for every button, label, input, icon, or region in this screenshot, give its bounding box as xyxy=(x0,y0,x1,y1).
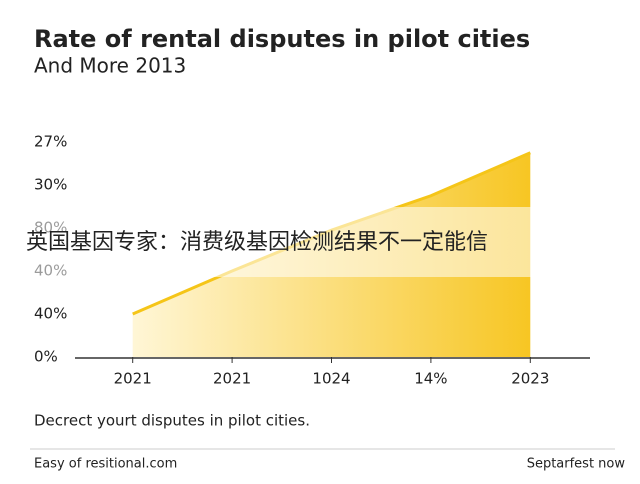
caption: Decrect yourt disputes in pilot cities. xyxy=(34,412,310,430)
y-tick-label: 27% xyxy=(34,133,67,151)
x-tick-label: 2021 xyxy=(114,370,152,388)
chart-title: Rate of rental disputes in pilot cities xyxy=(34,25,530,53)
overlay-text: 英国基因专家：消费级基因检测结果不一定能信 xyxy=(26,230,488,255)
x-tick-label: 2021 xyxy=(213,370,251,388)
footer-right: Septarfest now xyxy=(527,457,626,472)
footer-left: Easy of resitional.com xyxy=(34,457,177,472)
y-tick-label: 40% xyxy=(34,305,67,323)
x-tick-label: 2023 xyxy=(511,370,549,388)
y-tick-label: 30% xyxy=(34,176,67,194)
overlay-band xyxy=(0,207,610,277)
x-tick-label: 14% xyxy=(414,370,447,388)
y-tick-label: 0% xyxy=(34,348,58,366)
chart-subtitle: And More 2013 xyxy=(34,54,186,78)
x-tick-label: 1024 xyxy=(312,370,350,388)
